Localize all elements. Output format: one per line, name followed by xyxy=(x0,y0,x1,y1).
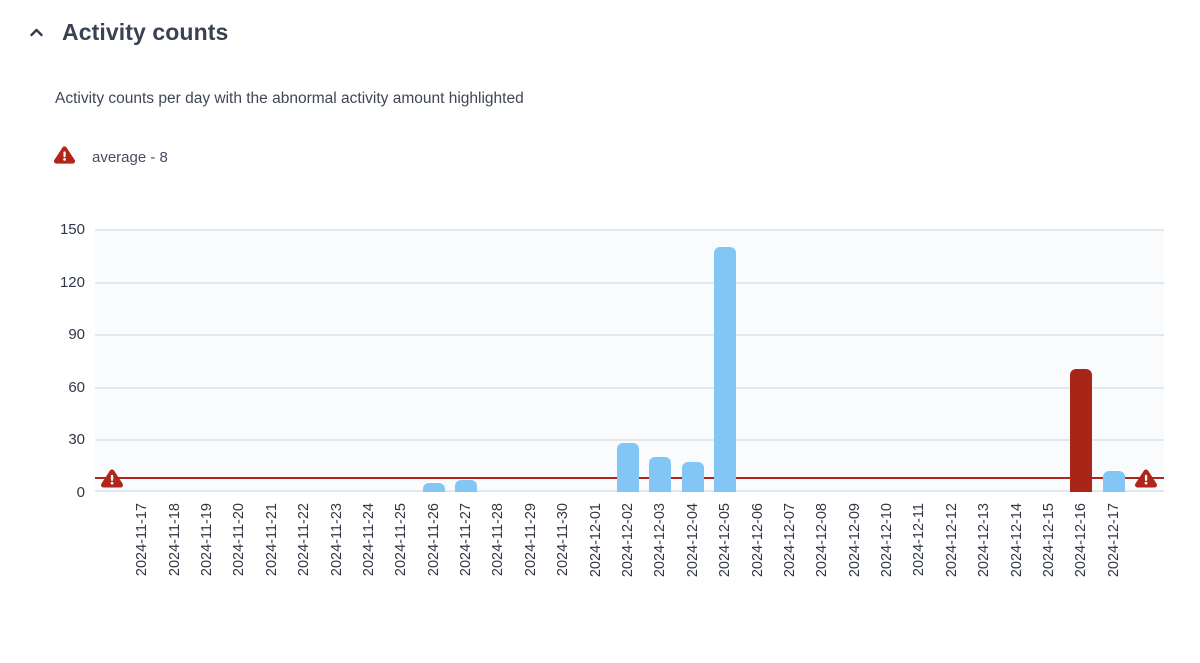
gridline-60 xyxy=(95,386,1164,389)
gridline-120 xyxy=(95,281,1164,284)
x-tick-label-2024-11-22: 2024-11-22 xyxy=(296,503,313,577)
x-tick-label-2024-11-29: 2024-11-29 xyxy=(522,503,539,577)
gridline-90 xyxy=(95,334,1164,337)
x-tick-label-2024-11-23: 2024-11-23 xyxy=(328,503,345,577)
x-tick-label-2024-11-21: 2024-11-21 xyxy=(263,503,280,577)
x-tick-label-2024-12-15: 2024-12-15 xyxy=(1041,503,1058,578)
x-tick-label-2024-12-16: 2024-12-16 xyxy=(1073,503,1090,578)
bar-2024-11-27[interactable] xyxy=(455,479,478,492)
gridline-30 xyxy=(95,439,1164,442)
y-tick-label-120: 120 xyxy=(59,273,85,291)
chevron-up-icon[interactable] xyxy=(25,21,47,43)
x-tick-label-2024-11-18: 2024-11-18 xyxy=(166,503,183,577)
x-tick-label-2024-11-19: 2024-11-19 xyxy=(198,503,215,577)
x-tick-label-2024-11-30: 2024-11-30 xyxy=(555,503,572,577)
warning-marker-left xyxy=(100,467,124,494)
x-tick-label-2024-12-04: 2024-12-04 xyxy=(684,503,701,578)
x-tick-label-2024-11-17: 2024-11-17 xyxy=(134,503,151,577)
x-tick-label-2024-12-05: 2024-12-05 xyxy=(717,503,734,578)
x-tick-label-2024-12-08: 2024-12-08 xyxy=(814,503,831,578)
x-tick-label-2024-12-10: 2024-12-10 xyxy=(879,503,896,578)
bar-2024-12-02[interactable] xyxy=(617,442,639,492)
warning-icon xyxy=(53,144,76,170)
average-legend-label: average - 8 xyxy=(92,148,168,166)
x-tick-label-2024-12-09: 2024-12-09 xyxy=(846,503,863,578)
x-tick-label-2024-11-28: 2024-11-28 xyxy=(490,503,507,577)
x-tick-label-2024-12-06: 2024-12-06 xyxy=(749,503,766,578)
plot-area xyxy=(95,229,1164,492)
x-tick-label-2024-12-01: 2024-12-01 xyxy=(587,503,604,578)
y-tick-label-90: 90 xyxy=(68,326,85,344)
x-tick-label-2024-11-26: 2024-11-26 xyxy=(425,503,442,577)
y-tick-label-30: 30 xyxy=(68,431,85,449)
y-tick-label-60: 60 xyxy=(68,378,85,396)
x-tick-label-2024-11-27: 2024-11-27 xyxy=(458,503,475,577)
y-tick-label-0: 0 xyxy=(76,484,85,501)
bar-2024-12-04[interactable] xyxy=(681,462,704,492)
x-tick-label-2024-11-25: 2024-11-25 xyxy=(393,503,410,577)
x-tick-label-2024-12-02: 2024-12-02 xyxy=(620,503,636,578)
x-tick-label-2024-12-12: 2024-12-12 xyxy=(943,503,960,578)
gridline-150 xyxy=(95,229,1164,231)
warning-marker-right xyxy=(1134,467,1158,494)
bar-2024-12-17[interactable] xyxy=(1102,470,1125,492)
bar-2024-11-26[interactable] xyxy=(422,483,445,492)
x-tick-label-2024-12-14: 2024-12-14 xyxy=(1008,503,1025,578)
x-tick-label-2024-12-07: 2024-12-07 xyxy=(781,503,798,578)
average-legend: average - 8 xyxy=(53,144,168,170)
x-tick-label-2024-11-20: 2024-11-20 xyxy=(231,503,248,577)
bar-2024-12-05[interactable] xyxy=(714,246,737,492)
section-title: Activity counts xyxy=(62,19,229,45)
x-tick-label-2024-12-03: 2024-12-03 xyxy=(652,503,669,578)
y-tick-label-150: 150 xyxy=(59,221,85,238)
x-tick-label-2024-11-24: 2024-11-24 xyxy=(360,503,377,577)
x-tick-label-2024-12-17: 2024-12-17 xyxy=(1105,503,1122,578)
x-tick-label-2024-12-13: 2024-12-13 xyxy=(976,503,993,578)
bar-2024-12-03[interactable] xyxy=(649,456,672,492)
x-tick-label-2024-12-11: 2024-12-11 xyxy=(911,503,928,577)
bar-2024-12-16-abnormal[interactable] xyxy=(1070,369,1093,492)
chart-description: Activity counts per day with the abnorma… xyxy=(55,90,524,107)
